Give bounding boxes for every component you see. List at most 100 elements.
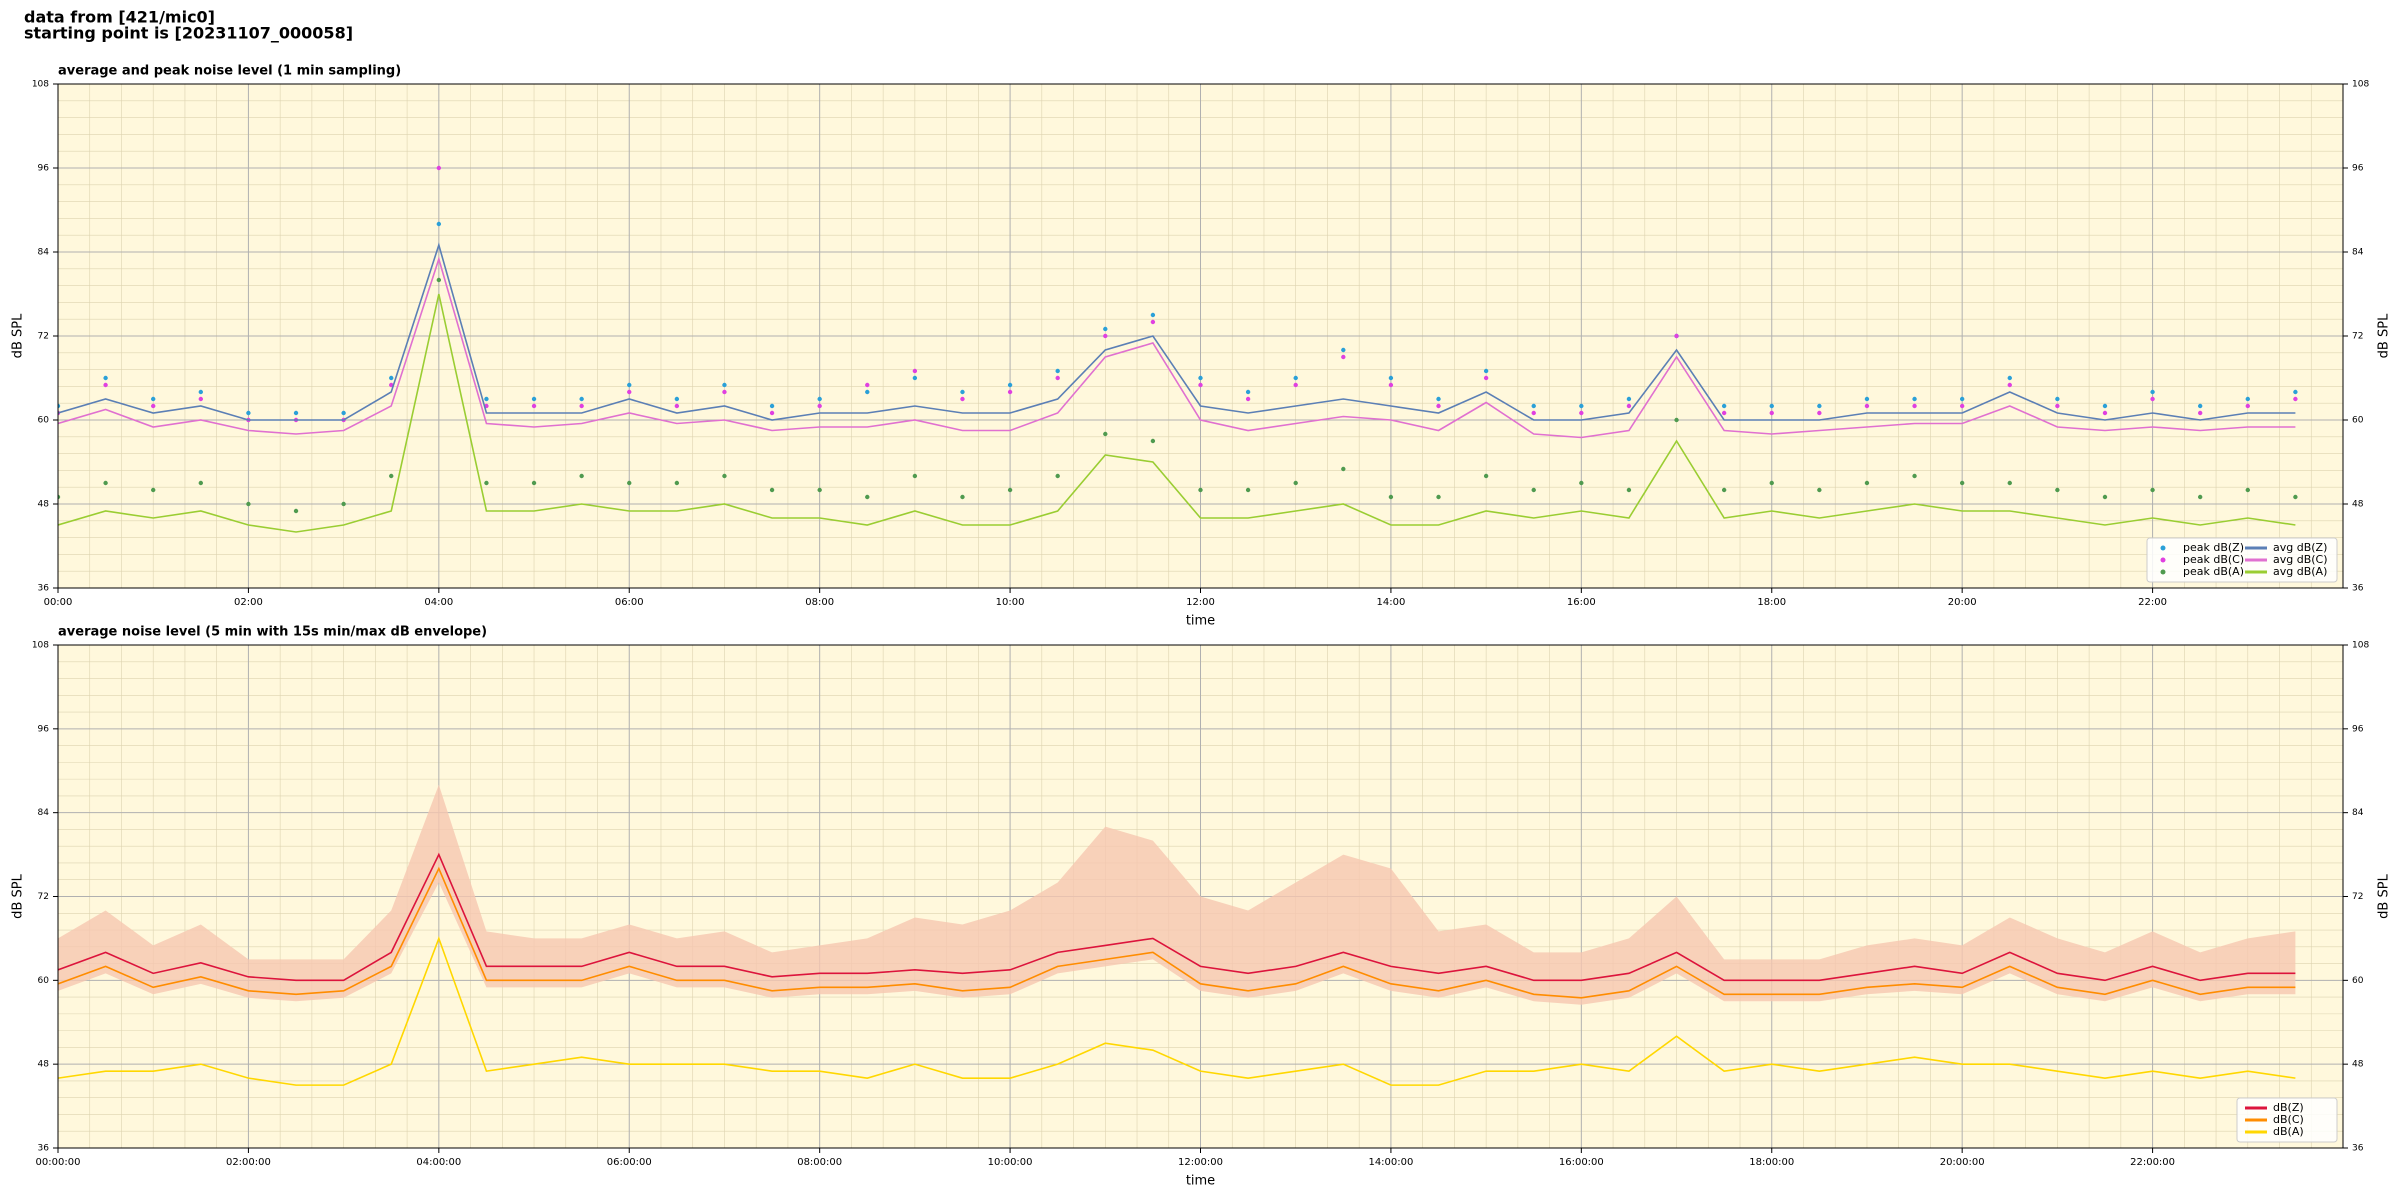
peak-point [151,396,156,402]
x-tick-label: 00:00:00 [36,1157,81,1168]
y-tick-label: 36 [38,584,50,594]
peak-point [579,403,584,409]
peak-point [865,382,870,388]
peak-point [1198,382,1203,388]
peak-point [1103,326,1108,332]
peak-point [1293,375,1298,381]
peak-point [1388,382,1394,388]
peak-point [436,221,442,227]
peak-point [1055,473,1060,479]
legend-box [2146,537,2338,583]
y2-tick-label: 96 [2352,724,2364,734]
x-tick-label: 12:00 [1186,597,1215,608]
header-line: data from [421/mic0] [24,8,215,27]
peak-point [2245,487,2250,493]
peak-point [436,165,442,171]
x-tick-label: 22:00 [2138,597,2167,608]
x-tick-label: 04:00:00 [416,1157,461,1168]
y-tick-label: 72 [38,892,49,902]
peak-point [2245,396,2250,402]
peak-point [960,494,965,500]
x-tick-label: 10:00 [996,597,1025,608]
y2-axis-label: dB SPL [2377,873,2392,918]
y2-tick-label: 108 [2352,641,2369,651]
peak-point [2150,396,2155,402]
peak-point [1341,347,1346,353]
peak-point [436,277,442,283]
peak-point [1959,403,1965,409]
x-tick-label: 12:00:00 [1178,1157,1223,1168]
series-line [58,256,2296,439]
peak-point [1579,403,1584,409]
x-tick-label: 06:00:00 [607,1157,652,1168]
peak-point [912,375,918,381]
peak-point [627,389,632,395]
peak-point [1436,494,1441,500]
peak-point [1817,403,1822,409]
peak-point [1103,431,1108,437]
peak-point [1864,480,1870,486]
peak-point [246,501,251,507]
peak-point [484,480,489,486]
peak-point [1245,487,1251,493]
x-tick-label: 02:00 [234,597,263,608]
peak-point [912,473,918,479]
peak-point [1817,487,1822,493]
series-line [58,242,2296,421]
y-axis-label: dB SPL [11,873,26,918]
peak-point [1626,487,1632,493]
y2-tick-label: 72 [2352,332,2363,342]
peak-point [1150,312,1156,318]
plot-title: average and peak noise level (1 min samp… [58,64,401,79]
peak-point [1626,396,1632,402]
peak-point [627,480,632,486]
x-tick-label: 16:00:00 [1559,1157,1604,1168]
envelope-band [58,784,2296,1005]
y2-tick-label: 60 [2352,976,2364,986]
peak-point [58,494,61,500]
peak-point [2102,494,2108,500]
peak-point [1769,403,1774,409]
y2-tick-label: 36 [2352,1144,2364,1154]
peak-point [2102,403,2108,409]
peak-point [1055,375,1060,381]
peak-point [865,494,870,500]
y2-tick-label: 48 [2352,500,2364,510]
peak-point [389,473,394,479]
plot-area [58,165,2298,533]
peak-point [2293,396,2298,402]
peak-point [769,403,775,409]
legend-label: peak dB(C) [2183,553,2244,566]
y-tick-label: 84 [38,248,50,258]
legend-label: peak dB(A) [2183,565,2244,578]
y-tick-label: 48 [38,1060,50,1070]
peak-point [198,480,204,486]
legend-marker [2160,545,2166,551]
x-tick-label: 20:00 [1948,597,1977,608]
peak-point [579,473,584,479]
y-axis-label: dB SPL [11,313,26,358]
y2-tick-label: 36 [2352,584,2364,594]
peak-point [1198,375,1203,381]
plot-area [58,784,2296,1086]
x-tick-label: 10:00:00 [988,1157,1033,1168]
y2-tick-label: 84 [2352,808,2364,818]
peak-point [769,487,775,493]
legend-label: dB(A) [2273,1125,2304,1138]
peak-point [674,396,680,402]
peak-point [103,480,108,486]
y-tick-label: 60 [38,976,50,986]
peak-point [341,501,346,507]
peak-point [1436,403,1441,409]
peak-point [1483,473,1489,479]
peak-point [865,389,870,395]
peak-point [1959,480,1965,486]
peak-point [1864,403,1870,409]
peak-point [1769,480,1774,486]
legend-label: peak dB(Z) [2183,541,2244,554]
peak-point [1531,487,1536,493]
y2-tick-label: 48 [2352,1060,2364,1070]
x-tick-label: 16:00 [1567,597,1596,608]
peak-point [2150,487,2155,493]
peak-point [674,480,680,486]
